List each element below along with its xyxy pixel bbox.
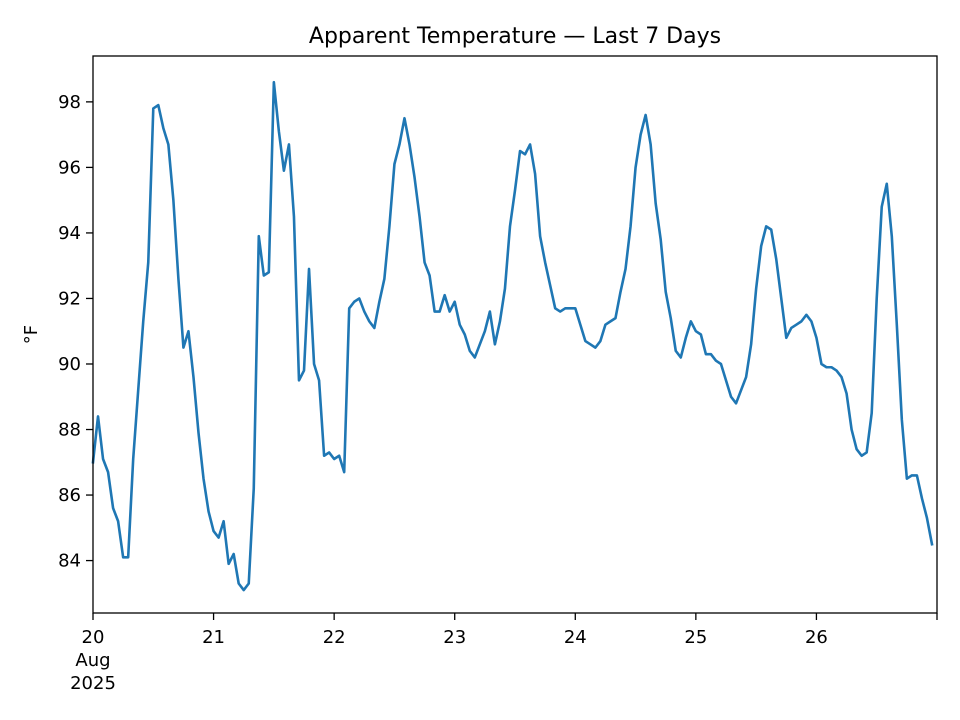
y-tick-label: 96: [58, 157, 81, 178]
x-tick-label: 23: [443, 627, 466, 648]
series-line-0: [91, 80, 934, 592]
x-tick-label: Aug: [75, 650, 110, 671]
y-axis: 84 86 88 90 92 94 96 98: [58, 92, 93, 572]
y-tick-label: 86: [58, 485, 81, 506]
x-tick-label: 25: [684, 627, 707, 648]
series-layer: [91, 80, 934, 592]
x-tick-label: 22: [323, 627, 346, 648]
x-tick-label: 21: [202, 627, 225, 648]
x-tick-label: 24: [564, 627, 587, 648]
y-tick-label: 90: [58, 354, 81, 375]
plot-frame: [92, 55, 938, 614]
y-tick-label: 88: [58, 420, 81, 441]
y-tick-label: 84: [58, 551, 81, 572]
y-tick-label: 94: [58, 223, 81, 244]
x-tick-label: 26: [805, 627, 828, 648]
x-tick-label: 20: [82, 627, 105, 648]
y-tick-label: 98: [58, 92, 81, 113]
chart-title: Apparent Temperature — Last 7 Days: [309, 24, 721, 49]
y-tick-label: 92: [58, 288, 81, 309]
x-tick-label: 2025: [70, 673, 116, 694]
y-axis-label: °F: [21, 325, 42, 344]
